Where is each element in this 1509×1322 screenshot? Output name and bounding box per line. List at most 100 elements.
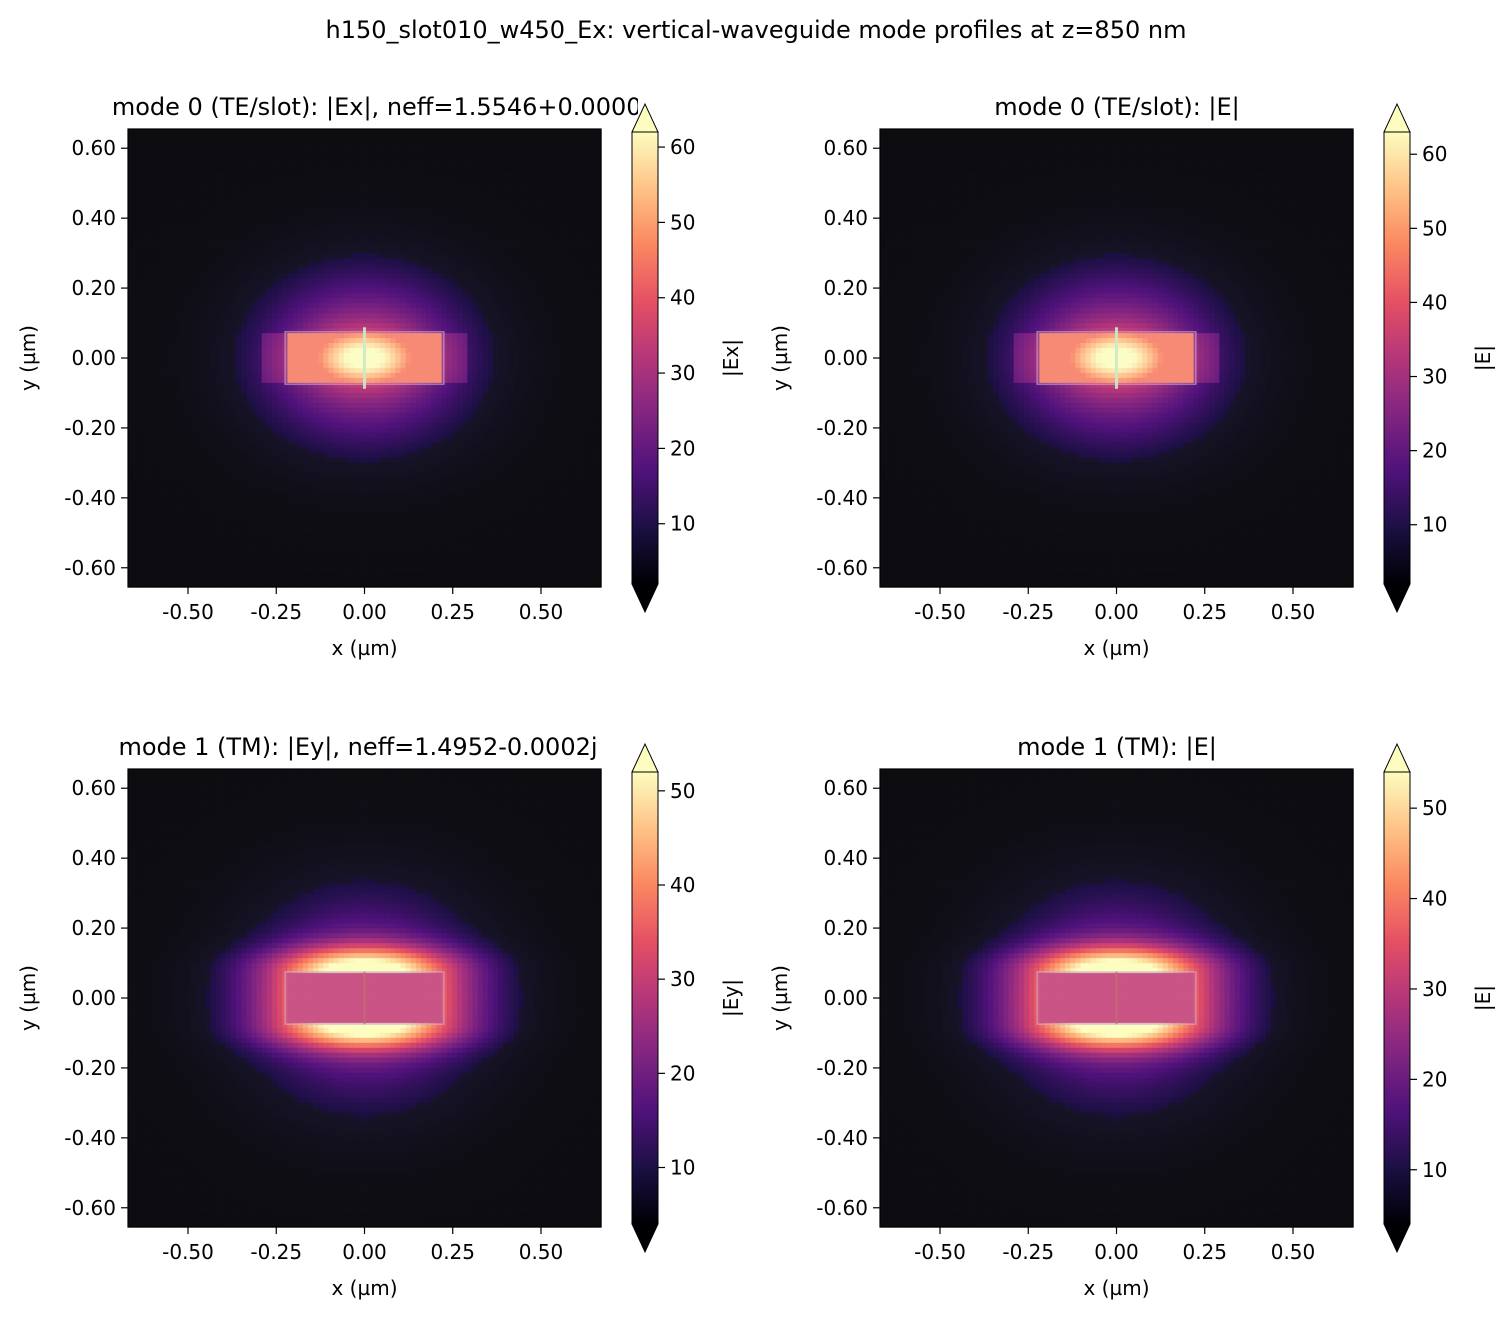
colorbar-tick-label: 50 <box>1422 216 1447 240</box>
y-tick-label: 0.20 <box>823 276 868 300</box>
colorbar-tick-label: 20 <box>1422 1067 1447 1091</box>
y-tick-label: 0.00 <box>71 346 116 370</box>
x-tick-label: -0.25 <box>250 1240 302 1264</box>
colorbar-tick-label: 40 <box>1422 290 1447 314</box>
y-axis-label: y (µm) <box>768 325 792 391</box>
y-tick-label: 0.40 <box>823 846 868 870</box>
colorbar-tick-label: 10 <box>1422 513 1447 537</box>
x-tick-label: 0.00 <box>342 600 387 624</box>
x-tick-label: 0.25 <box>1182 1240 1227 1264</box>
waveguide-mode1-ey <box>285 972 444 1024</box>
colorbar-gradient <box>632 772 658 1224</box>
colorbar-tick-label: 30 <box>1422 365 1447 389</box>
x-tick-label: 0.25 <box>1182 600 1227 624</box>
y-tick-label: -0.60 <box>64 556 116 580</box>
x-tick-label: 0.25 <box>430 600 475 624</box>
colorbar-tick-label: 50 <box>1422 796 1447 820</box>
x-axis-label: x (µm) <box>1083 636 1149 660</box>
x-axis-label: x (µm) <box>1083 1276 1149 1300</box>
x-tick-label: -0.25 <box>250 600 302 624</box>
colorbar-tick-label: 20 <box>670 1061 695 1085</box>
colorbar-gradient <box>1384 132 1410 584</box>
x-tick-label: 0.50 <box>1271 600 1316 624</box>
colorbar-tick-label: 30 <box>670 361 695 385</box>
colorbar-tick-label: 10 <box>1422 1158 1447 1182</box>
panel-title: mode 1 (TM): |E| <box>1017 733 1217 761</box>
panel-title: mode 0 (TE/slot): |Ex|, neff=1.5546+0.00… <box>112 93 648 121</box>
colorbar-tick-label: 40 <box>1422 887 1447 911</box>
colorbar-tick-label: 60 <box>1422 142 1447 166</box>
colorbar-extend-max <box>1384 104 1410 132</box>
y-tick-label: -0.20 <box>816 1056 868 1080</box>
x-tick-label: 0.00 <box>1094 600 1139 624</box>
y-tick-label: 0.00 <box>823 986 868 1010</box>
colorbar-tick-label: 30 <box>1422 977 1447 1001</box>
colorbar-tick-label: 30 <box>670 967 695 991</box>
colorbar-tick-label: 20 <box>670 436 695 460</box>
colorbar-mode0-e: 60 50 40 30 20 10 |E| <box>1384 104 1495 612</box>
y-tick-label: 0.40 <box>71 206 116 230</box>
x-tick-label: 0.00 <box>342 1240 387 1264</box>
y-tick-label: 0.40 <box>823 206 868 230</box>
y-tick-label: -0.40 <box>816 1126 868 1150</box>
x-tick-label: -0.25 <box>1002 1240 1054 1264</box>
y-tick-label: 0.00 <box>823 346 868 370</box>
y-tick-label: 0.20 <box>71 916 116 940</box>
colorbar-gradient <box>1384 772 1410 1224</box>
colorbar-extend-min <box>1384 584 1410 612</box>
figure-suptitle: h150_slot010_w450_Ex: vertical-waveguide… <box>326 16 1187 44</box>
x-tick-label: -0.25 <box>1002 600 1054 624</box>
x-tick-label: -0.50 <box>914 600 966 624</box>
colorbar-tick-label: 20 <box>1422 439 1447 463</box>
y-tick-label: -0.40 <box>64 486 116 510</box>
colorbar-tick-label: 40 <box>670 873 695 897</box>
y-tick-label: -0.60 <box>816 1196 868 1220</box>
x-axis-label: x (µm) <box>331 1276 397 1300</box>
x-tick-label: -0.50 <box>914 1240 966 1264</box>
y-tick-label: 0.20 <box>823 916 868 940</box>
y-tick-label: -0.20 <box>64 1056 116 1080</box>
panel-title: mode 1 (TM): |Ey|, neff=1.4952-0.0002j <box>118 733 597 761</box>
colorbar-extend-max <box>1384 744 1410 772</box>
x-axis-label: x (µm) <box>331 636 397 660</box>
colorbar-extend-min <box>632 584 658 612</box>
x-tick-label: 0.50 <box>1271 1240 1316 1264</box>
waveguide-mode1-e <box>1037 972 1196 1024</box>
y-tick-label: -0.40 <box>816 486 868 510</box>
colorbar-tick-label: 50 <box>670 779 695 803</box>
y-tick-label: 0.60 <box>823 776 868 800</box>
panels: -0.50 -0.25 0.00 0.25 0.50 0.60 0.40 0.20 0.00 -0… <box>16 93 1495 1300</box>
y-tick-label: 0.00 <box>71 986 116 1010</box>
colorbar-mode1-e: 50 40 30 20 10 |E| <box>1384 744 1495 1252</box>
x-tick-label: 0.50 <box>519 1240 564 1264</box>
colorbar-extend-min <box>632 1224 658 1252</box>
colorbar-tick-label: 50 <box>670 210 695 234</box>
colorbar-label: |E| <box>1471 985 1495 1011</box>
y-tick-label: -0.60 <box>816 556 868 580</box>
y-tick-label: -0.20 <box>64 416 116 440</box>
x-tick-label: -0.50 <box>162 1240 214 1264</box>
colorbar-label: |E| <box>1471 345 1495 371</box>
colorbar-extend-min <box>1384 1224 1410 1252</box>
waveguide-mode0-ex <box>285 327 444 389</box>
colorbar-tick-label: 60 <box>670 135 695 159</box>
x-tick-label: -0.50 <box>162 600 214 624</box>
colorbar-gradient <box>632 132 658 584</box>
colorbar-tick-label: 10 <box>670 512 695 536</box>
y-axis-label: y (µm) <box>16 965 40 1031</box>
y-tick-label: 0.60 <box>71 776 116 800</box>
y-tick-label: -0.40 <box>64 1126 116 1150</box>
y-tick-label: 0.40 <box>71 846 116 870</box>
y-tick-label: 0.60 <box>71 136 116 160</box>
colorbar-extend-max <box>632 744 658 772</box>
y-axis-label: y (µm) <box>16 325 40 391</box>
colorbar-tick-label: 10 <box>670 1156 695 1180</box>
